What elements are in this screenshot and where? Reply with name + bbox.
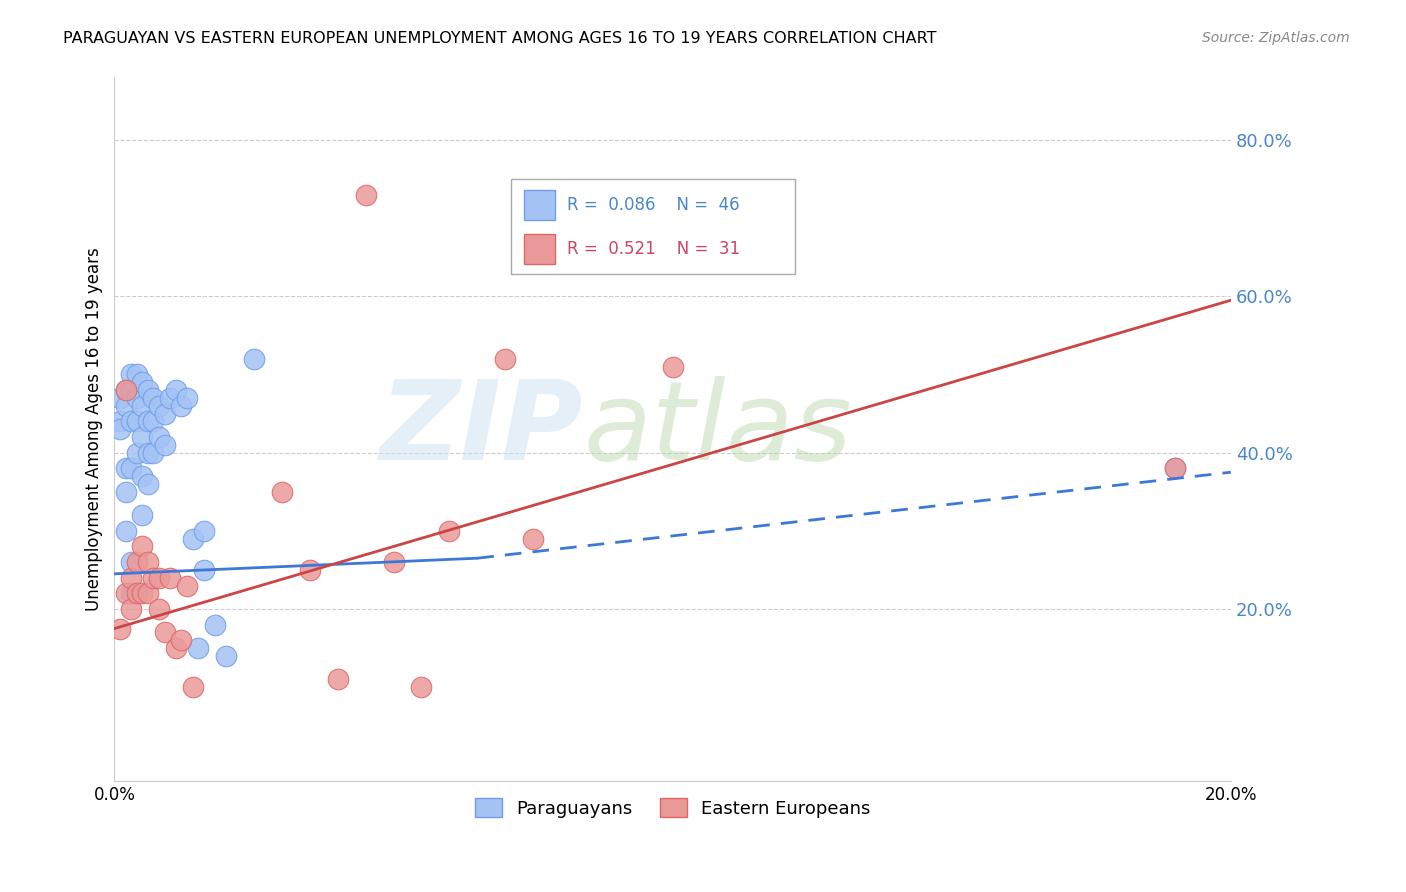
Point [270, 484, 292, 499]
Point [170, 633, 193, 648]
Point [131, 376, 153, 390]
Point [165, 641, 187, 656]
Point [165, 383, 187, 397]
Point [661, 359, 683, 374]
Point [114, 524, 136, 538]
Point [108, 622, 131, 636]
Point [120, 461, 142, 475]
Text: R =  0.086    N =  46: R = 0.086 N = 46 [567, 195, 740, 214]
Point [142, 445, 165, 459]
Point [159, 391, 181, 405]
Point [120, 383, 142, 397]
Point [298, 563, 321, 577]
Point [148, 602, 170, 616]
Point [142, 391, 165, 405]
Point [1164, 461, 1187, 475]
Point [108, 414, 131, 428]
Text: Source: ZipAtlas.com: Source: ZipAtlas.com [1202, 31, 1350, 45]
Point [243, 351, 266, 366]
Point [120, 571, 142, 585]
Point [326, 673, 349, 687]
Point [131, 586, 153, 600]
Point [494, 351, 516, 366]
Point [148, 399, 170, 413]
Point [131, 430, 153, 444]
Point [153, 407, 176, 421]
Point [215, 648, 238, 663]
Point [148, 571, 170, 585]
Point [114, 484, 136, 499]
Legend: Paraguayans, Eastern Europeans: Paraguayans, Eastern Europeans [468, 791, 877, 825]
Point [1164, 461, 1187, 475]
Point [136, 477, 159, 491]
Point [176, 578, 198, 592]
Point [187, 641, 209, 656]
Point [125, 445, 148, 459]
Point [181, 680, 204, 694]
Point [125, 414, 148, 428]
Y-axis label: Unemployment Among Ages 16 to 19 years: Unemployment Among Ages 16 to 19 years [86, 247, 103, 611]
Point [439, 524, 461, 538]
Point [411, 680, 433, 694]
Point [153, 438, 176, 452]
Point [108, 422, 131, 436]
Point [125, 555, 148, 569]
Point [114, 586, 136, 600]
Point [131, 508, 153, 523]
Point [120, 555, 142, 569]
Point [108, 391, 131, 405]
Point [204, 617, 226, 632]
Point [136, 445, 159, 459]
Point [159, 571, 181, 585]
Point [142, 414, 165, 428]
Point [120, 602, 142, 616]
Point [131, 399, 153, 413]
Point [131, 469, 153, 483]
Point [382, 555, 405, 569]
Point [131, 540, 153, 554]
Bar [524, 235, 555, 264]
Point [170, 399, 193, 413]
Point [136, 555, 159, 569]
Point [125, 368, 148, 382]
Point [114, 461, 136, 475]
Point [136, 414, 159, 428]
Point [114, 399, 136, 413]
Bar [524, 190, 555, 219]
Point [136, 383, 159, 397]
Point [193, 524, 215, 538]
Point [142, 571, 165, 585]
Point [176, 391, 198, 405]
Point [125, 391, 148, 405]
Point [125, 586, 148, 600]
Point [120, 586, 142, 600]
Point [153, 625, 176, 640]
Point [522, 532, 544, 546]
Point [148, 430, 170, 444]
Text: ZIP: ZIP [380, 376, 583, 483]
Point [354, 187, 377, 202]
Text: PARAGUAYAN VS EASTERN EUROPEAN UNEMPLOYMENT AMONG AGES 16 TO 19 YEARS CORRELATIO: PARAGUAYAN VS EASTERN EUROPEAN UNEMPLOYM… [63, 31, 936, 46]
Point [114, 383, 136, 397]
Point [120, 414, 142, 428]
Point [136, 586, 159, 600]
Point [120, 368, 142, 382]
Point [114, 383, 136, 397]
FancyBboxPatch shape [510, 179, 796, 275]
Text: R =  0.521    N =  31: R = 0.521 N = 31 [567, 240, 740, 258]
Point [193, 563, 215, 577]
Point [181, 532, 204, 546]
Text: atlas: atlas [583, 376, 852, 483]
